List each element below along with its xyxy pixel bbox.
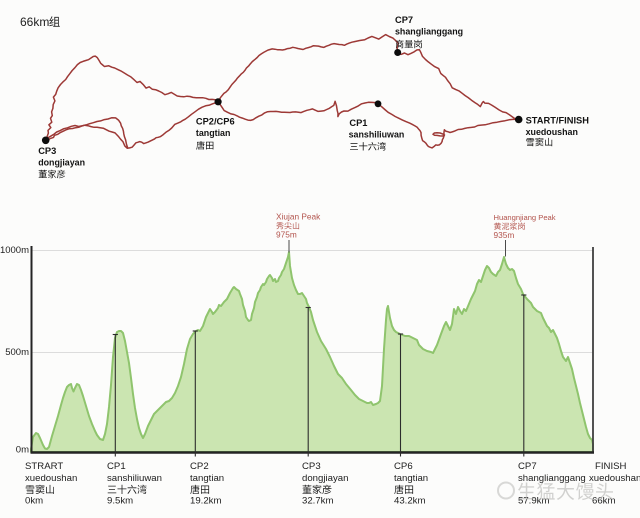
svg-text:xuedoushan: xuedoushan (589, 473, 640, 484)
svg-text:CP3: CP3 (38, 146, 56, 156)
svg-text:32.7km: 32.7km (302, 496, 333, 507)
svg-text:xuedoushan: xuedoushan (25, 473, 77, 484)
svg-text:19.2km: 19.2km (190, 496, 221, 507)
svg-text:9.5km: 9.5km (107, 496, 133, 507)
svg-text:0km: 0km (25, 496, 43, 507)
svg-text:xuedoushan: xuedoushan (526, 127, 578, 137)
svg-text:1000m: 1000m (0, 245, 29, 256)
svg-text:START/FINISH: START/FINISH (526, 116, 590, 126)
svg-text:500m: 500m (5, 347, 29, 358)
svg-text:dongjiayan: dongjiayan (38, 157, 85, 167)
svg-text:dongjiayan: dongjiayan (302, 473, 348, 484)
svg-text:STRART: STRART (25, 461, 63, 472)
svg-text:0m: 0m (16, 444, 29, 455)
svg-text:CP7: CP7 (395, 15, 413, 25)
svg-text:43.2km: 43.2km (394, 496, 425, 507)
svg-text:shanglianggang: shanglianggang (395, 27, 463, 37)
svg-text:975m: 975m (276, 230, 297, 240)
svg-text:tangtian: tangtian (394, 473, 428, 484)
svg-text:CP1: CP1 (349, 118, 367, 128)
svg-text:CP6: CP6 (394, 461, 413, 472)
svg-text:tangtian: tangtian (190, 473, 224, 484)
svg-text:CP2/CP6: CP2/CP6 (196, 116, 235, 126)
svg-text:Xiujan Peak: Xiujan Peak (276, 212, 321, 222)
svg-text:66km: 66km (592, 496, 615, 507)
svg-text:CP7: CP7 (518, 461, 537, 472)
svg-text:66km: 66km (20, 15, 49, 29)
svg-text:sanshiliuwan: sanshiliuwan (107, 473, 162, 484)
svg-text:tangtian: tangtian (196, 128, 231, 138)
svg-text:CP2: CP2 (190, 461, 209, 472)
svg-text:Huangnjiang Peak: Huangnjiang Peak (494, 213, 556, 222)
svg-text:935m: 935m (494, 230, 515, 240)
svg-text:FINISH: FINISH (595, 461, 627, 472)
svg-text:CP3: CP3 (302, 461, 321, 472)
svg-text:57.9km: 57.9km (518, 496, 549, 507)
svg-text:CP1: CP1 (107, 461, 126, 472)
svg-text:shanglianggang: shanglianggang (518, 473, 586, 484)
svg-text:sanshiliuwan: sanshiliuwan (349, 130, 405, 140)
